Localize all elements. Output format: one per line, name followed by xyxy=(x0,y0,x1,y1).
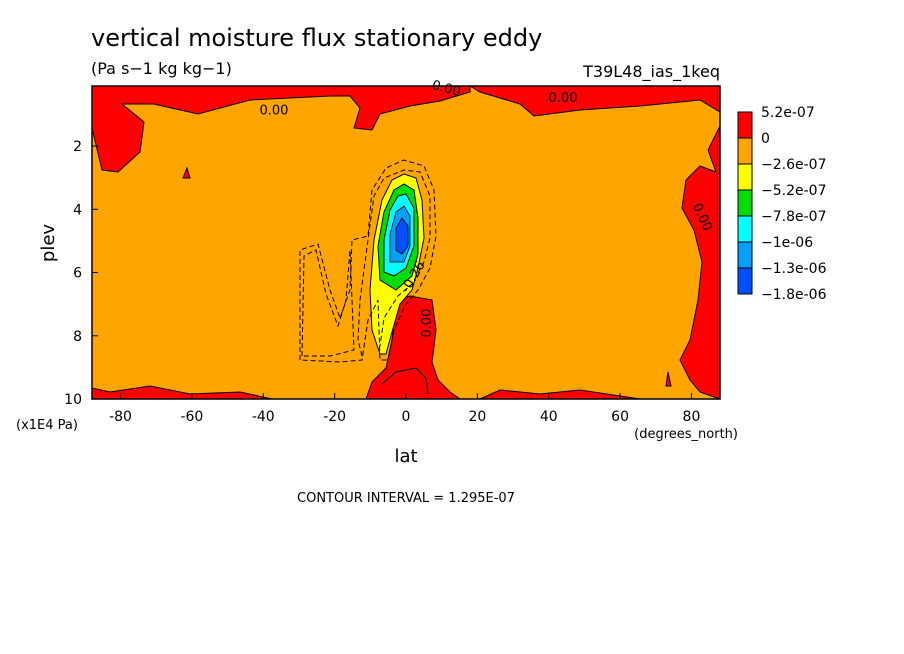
plot-area: 0.000.00 0.000.000.00-0.26 xyxy=(91,78,721,400)
chart-title: vertical moisture flux stationary eddy xyxy=(91,24,542,52)
y-tick-label: 6 xyxy=(73,266,82,282)
legend-label: −1.3e-06 xyxy=(761,261,827,277)
legend: 5.2e-07 0 −2.6e-07 −5.2e-07 −7.8e-07 −1e-06 −1… xyxy=(737,105,827,303)
y-tick-label: 8 xyxy=(73,329,82,345)
x-tick-label: 60 xyxy=(611,409,629,425)
run-label: T39L48_ias_1keq xyxy=(582,62,720,82)
x-tick-label: -80 xyxy=(109,409,132,425)
contour-label: 0.00 xyxy=(430,78,462,100)
positive-region-small-left xyxy=(182,166,191,179)
legend-swatch xyxy=(737,241,753,269)
x-tick-label: 40 xyxy=(540,409,558,425)
positive-region-right-edge xyxy=(679,125,721,400)
contour-label: 0.00 xyxy=(260,103,289,118)
contour-interval: CONTOUR INTERVAL = 1.295E-07 xyxy=(297,491,515,506)
legend-label: −1e-06 xyxy=(761,235,813,251)
legend-swatch xyxy=(737,215,753,243)
x-tick-label: -40 xyxy=(252,409,275,425)
legend-label: 5.2e-07 xyxy=(761,105,815,121)
dashed-contour-inner xyxy=(357,169,431,357)
y-axis: 2 4 6 8 10 xyxy=(64,139,98,408)
contour-label: 0.00 xyxy=(549,91,578,106)
contour-labels: 0.000.00 0.000.000.00-0.26 xyxy=(260,78,715,338)
legend-label: −2.6e-07 xyxy=(761,157,826,173)
y-tick-label: 2 xyxy=(73,139,82,155)
x-tick-label: -20 xyxy=(323,409,346,425)
positive-region-bottom-left xyxy=(91,385,273,400)
x-axis-units: (degrees_north) xyxy=(634,427,738,442)
x-tick-label: 20 xyxy=(468,409,486,425)
x-tick-label: -60 xyxy=(180,409,203,425)
x-axis: -80 -60 -40 -20 0 20 40 60 80 xyxy=(109,393,700,425)
x-tick-label: 80 xyxy=(683,409,701,425)
x-tick-label: 0 xyxy=(402,409,411,425)
legend-label: −7.8e-07 xyxy=(761,209,826,225)
legend-swatch xyxy=(737,137,753,165)
legend-swatch xyxy=(737,267,753,295)
legend-label: −5.2e-07 xyxy=(761,183,826,199)
negative-region-5 xyxy=(395,217,409,255)
legend-swatch xyxy=(737,189,753,217)
dashed-contours xyxy=(299,159,437,363)
legend-label: 0 xyxy=(761,131,770,147)
legend-label: −1.8e-06 xyxy=(761,287,827,303)
dashed-contour-outer xyxy=(299,159,437,363)
y-axis-label: plev xyxy=(38,224,59,263)
x-axis-label: lat xyxy=(394,446,417,467)
chart-units: (Pa s−1 kg kg−1) xyxy=(91,59,232,78)
y-axis-units: (x1E4 Pa) xyxy=(16,418,78,433)
positive-region-top-left xyxy=(91,85,471,173)
legend-swatch xyxy=(737,111,753,139)
positive-region-small-right xyxy=(665,371,672,387)
positive-region-equator xyxy=(365,295,462,400)
y-tick-label: 4 xyxy=(73,202,82,218)
positive-inner-contour xyxy=(381,367,429,395)
y-tick-label: 10 xyxy=(64,392,82,408)
dashed-contour-left-loop xyxy=(301,249,355,357)
legend-swatch xyxy=(737,163,753,191)
contour-label: 0.00 xyxy=(420,309,435,338)
